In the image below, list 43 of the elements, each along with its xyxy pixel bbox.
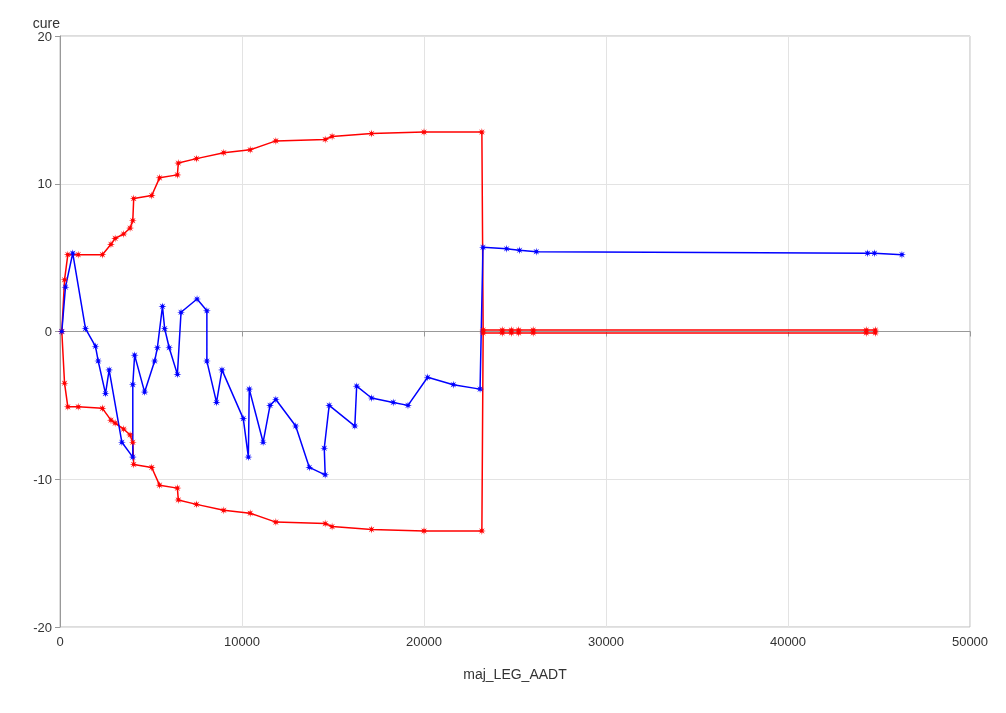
point	[94, 357, 103, 366]
x-tick-label: 10000	[223, 634, 261, 649]
point	[325, 401, 334, 410]
x-axis-title: maj_LEG_AADT	[463, 666, 568, 682]
point	[128, 453, 137, 462]
x-tick-label: 0	[56, 634, 64, 649]
point	[173, 370, 182, 379]
point	[449, 380, 458, 389]
point	[165, 343, 174, 352]
point	[863, 249, 872, 258]
point	[305, 463, 314, 472]
point	[532, 247, 541, 256]
point	[870, 249, 879, 258]
point	[128, 380, 137, 389]
point	[389, 398, 398, 407]
y-tick-label: -20	[33, 619, 52, 635]
point	[193, 294, 202, 303]
point	[367, 393, 376, 402]
x-tick-label: 50000	[951, 634, 989, 649]
x-tick-label: 40000	[769, 634, 807, 649]
point	[515, 246, 524, 255]
point	[202, 306, 211, 315]
point	[158, 302, 167, 311]
point	[321, 470, 330, 479]
y-axis-title: cure	[32, 14, 61, 31]
x-tick-label: 20000	[405, 634, 443, 649]
point	[117, 438, 126, 447]
point	[160, 324, 169, 333]
point	[239, 414, 248, 423]
point	[271, 395, 280, 404]
point	[81, 324, 90, 333]
y-tick-label: 10	[37, 176, 52, 192]
y-tick-label: -10	[33, 471, 52, 487]
y-tick-label: 0	[44, 324, 52, 339]
point	[150, 357, 159, 366]
point	[91, 342, 100, 351]
point	[101, 389, 110, 398]
point	[212, 398, 221, 407]
y-tick-label: 20	[37, 28, 52, 44]
point	[423, 373, 432, 382]
point	[259, 438, 268, 447]
point	[140, 388, 149, 397]
x-tick-label: 30000	[587, 634, 625, 649]
